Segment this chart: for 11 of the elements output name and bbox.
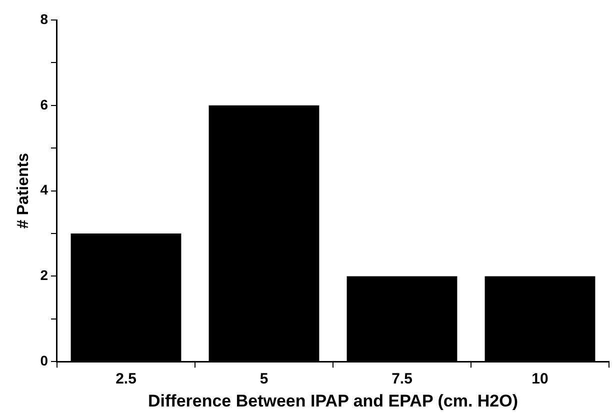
y-tick-label: 4 — [40, 182, 48, 198]
y-tick-label: 0 — [40, 352, 48, 368]
y-tick-label: 8 — [40, 10, 48, 27]
x-axis-title: Difference Between IPAP and EPAP (cm. H2O) — [148, 391, 518, 410]
x-tick-label: 7.5 — [392, 370, 412, 388]
x-tick-label: 10 — [532, 370, 548, 388]
x-tick-label: 2.5 — [116, 370, 136, 388]
y-axis-title: # Patients — [15, 152, 32, 229]
y-tick-label: 6 — [40, 96, 48, 112]
y-tick-label: 2 — [40, 267, 48, 284]
x-tick-label: 5 — [260, 370, 268, 388]
